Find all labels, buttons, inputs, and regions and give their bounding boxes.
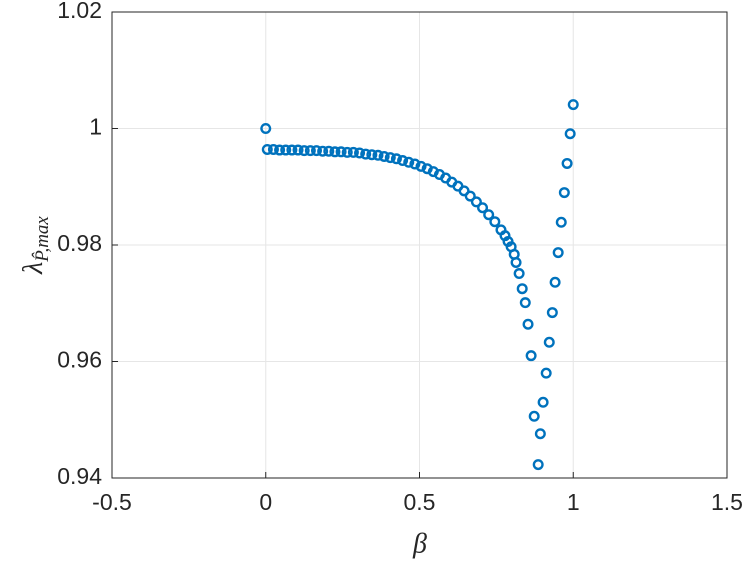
- marker: [378, 150, 390, 162]
- marker: [546, 307, 558, 319]
- marker: [532, 459, 544, 471]
- x-tick-label: 1.5: [711, 489, 743, 515]
- marker: [360, 148, 372, 160]
- marker: [549, 276, 561, 288]
- marker: [528, 410, 540, 422]
- marker: [286, 144, 298, 156]
- marker: [384, 152, 396, 164]
- marker: [329, 146, 341, 158]
- marker: [534, 428, 546, 440]
- marker: [347, 146, 359, 158]
- x-tick-label: 1: [567, 489, 580, 515]
- marker: [519, 297, 531, 309]
- x-tick-label: -0.5: [92, 489, 132, 515]
- marker: [510, 256, 522, 268]
- x-tick-label: 0.5: [404, 489, 436, 515]
- marker: [403, 156, 415, 168]
- marker: [537, 396, 549, 408]
- y-tick-label: 1: [89, 114, 102, 140]
- marker: [561, 157, 573, 169]
- marker: [323, 145, 335, 157]
- marker: [525, 350, 537, 362]
- marker: [543, 336, 555, 348]
- y-tick-label: 0.94: [57, 463, 102, 489]
- y-axis-label-sub: P̂,max: [32, 216, 53, 263]
- marker: [516, 283, 528, 295]
- marker: [397, 155, 409, 167]
- marker: [409, 158, 421, 170]
- marker: [477, 202, 489, 214]
- marker: [260, 122, 272, 134]
- x-axis-label: β: [412, 528, 427, 559]
- marker: [335, 146, 347, 158]
- axes-box: [111, 11, 728, 479]
- marker: [317, 145, 329, 157]
- y-tick-label: 1.02: [57, 0, 102, 23]
- marker: [341, 146, 353, 158]
- marker: [489, 216, 501, 228]
- marker: [372, 149, 384, 161]
- marker: [415, 160, 427, 172]
- marker: [555, 216, 567, 228]
- marker: [261, 143, 273, 155]
- y-axis-label-main: λ: [18, 262, 49, 275]
- marker: [522, 318, 534, 330]
- y-axis-label: λP̂,max: [18, 216, 53, 275]
- marker: [470, 196, 482, 208]
- marker: [564, 128, 576, 140]
- marker: [366, 149, 378, 161]
- marker: [483, 209, 495, 221]
- marker: [464, 190, 476, 202]
- marker: [267, 143, 279, 155]
- marker: [552, 247, 564, 259]
- marker: [558, 187, 570, 199]
- marker: [390, 153, 402, 165]
- marker: [310, 145, 322, 157]
- marker: [354, 147, 366, 159]
- marker: [274, 144, 286, 156]
- marker: [540, 367, 552, 379]
- marker: [298, 145, 310, 157]
- y-tick-label: 0.96: [57, 347, 102, 373]
- marker: [458, 185, 470, 197]
- marker: [304, 145, 316, 157]
- x-tick-label: 0: [259, 489, 272, 515]
- marker: [280, 144, 292, 156]
- marker: [513, 268, 525, 280]
- marker: [292, 144, 304, 156]
- marker: [567, 99, 579, 111]
- y-tick-label: 0.98: [57, 230, 102, 256]
